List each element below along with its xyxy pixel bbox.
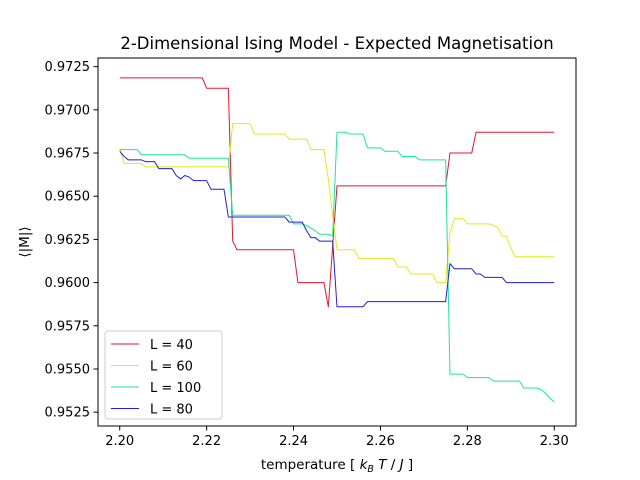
axes-frame: [97, 57, 577, 427]
x-tick-label: 2.20: [105, 434, 134, 449]
y-tick-label: 0.9525: [45, 406, 91, 421]
y-axis-label: ⟨|M|⟩: [17, 226, 33, 257]
legend: L = 40 L = 60 L = 100 L = 80: [104, 330, 223, 420]
y-tick-label: 0.9550: [45, 362, 91, 377]
legend-box: [104, 330, 223, 420]
chart-title: 2-Dimensional Ising Model - Expected Mag…: [120, 34, 553, 53]
plot-lines: [119, 77, 555, 403]
x-tick-label: 2.28: [453, 434, 482, 449]
legend-label: L = 60: [150, 360, 193, 375]
x-axis-label: temperature [ kB T / J ]: [261, 457, 413, 475]
x-axis-ticks: 2.20 2.22 2.24 2.26 2.28 2.30: [105, 426, 569, 449]
y-tick-label: 0.9600: [45, 276, 91, 291]
series-line-1: [119, 123, 555, 284]
y-tick-label: 0.9575: [45, 319, 91, 334]
legend-items: L = 40 L = 60 L = 100 L = 80: [111, 338, 201, 418]
y-tick-label: 0.9700: [45, 103, 91, 118]
series-line-2: [119, 131, 555, 403]
x-tick-label: 2.26: [366, 434, 395, 449]
y-tick-label: 0.9650: [45, 190, 91, 205]
y-tick-label: 0.9725: [45, 60, 91, 75]
y-tick-label: 0.9675: [45, 147, 91, 162]
x-tick-label: 2.30: [540, 434, 569, 449]
legend-label: L = 80: [150, 403, 193, 418]
legend-label: L = 100: [150, 381, 201, 396]
y-axis-ticks: 0.9525 0.9550 0.9575 0.9600 0.9625 0.9650 0.96…: [45, 60, 98, 421]
x-tick-label: 2.22: [192, 434, 221, 449]
series-line-0: [119, 77, 555, 308]
y-tick-label: 0.9625: [45, 233, 91, 248]
legend-label: L = 40: [150, 338, 193, 353]
x-tick-label: 2.24: [279, 434, 308, 449]
series-line-3: [119, 150, 555, 308]
